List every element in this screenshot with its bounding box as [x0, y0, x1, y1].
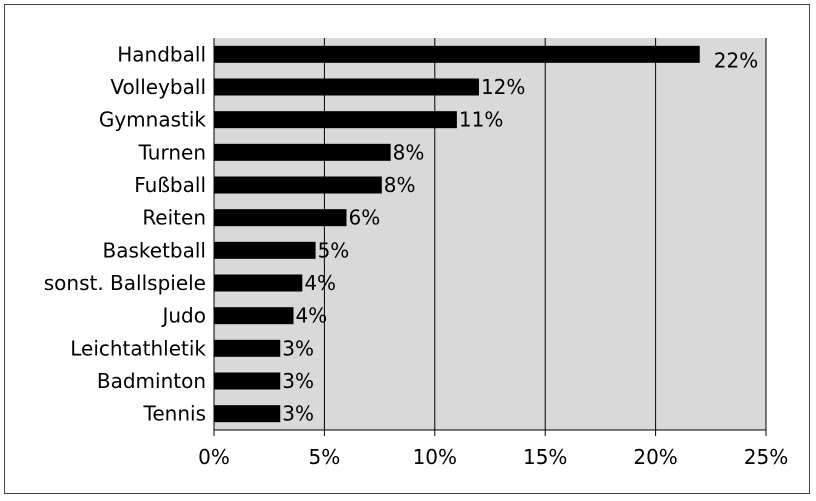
bar-tennis: [214, 405, 280, 422]
data-label-reiten: 6%: [348, 206, 380, 230]
bar-sonst-ballspiele: [214, 275, 302, 292]
bar-leichtathletik: [214, 340, 280, 357]
data-label-fussball: 8%: [384, 173, 416, 197]
category-label-judo: Judo: [160, 304, 206, 328]
data-label-judo: 4%: [295, 304, 327, 328]
x-tick-label-25pct: 25%: [744, 445, 788, 469]
bar-judo: [214, 307, 293, 324]
x-tick-label-15pct: 15%: [523, 445, 567, 469]
category-label-leichtathletik: Leichtathletik: [70, 336, 206, 360]
bar-badminton: [214, 373, 280, 390]
bar-volleyball: [214, 79, 479, 96]
category-label-basketball: Basketball: [103, 238, 206, 262]
category-label-fussball: Fußball: [134, 173, 206, 197]
data-label-basketball: 5%: [318, 238, 350, 262]
bar-gymnastik: [214, 111, 457, 128]
bar-basketball: [214, 242, 316, 259]
category-label-handball: Handball: [117, 42, 206, 66]
x-tick-label-10pct: 10%: [413, 445, 457, 469]
data-label-gymnastik: 11%: [459, 108, 503, 132]
x-tick-label-20pct: 20%: [633, 445, 677, 469]
category-label-sonst-ballspiele: sonst. Ballspiele: [44, 271, 206, 295]
x-tick-label-0pct: 0%: [198, 445, 230, 469]
bar-reiten: [214, 209, 346, 226]
data-label-handball: 22%: [714, 48, 758, 72]
bar-chart: Handball Volleyball Gymnastik Turnen Fußball…: [5, 5, 811, 495]
category-label-gymnastik: Gymnastik: [99, 108, 207, 132]
chart-frame: Handball Volleyball Gymnastik Turnen Fußball…: [4, 4, 810, 494]
x-tick-label-5pct: 5%: [309, 445, 341, 469]
bar-handball: [214, 46, 700, 63]
category-label-reiten: Reiten: [142, 206, 206, 230]
category-label-badminton: Badminton: [97, 369, 206, 393]
category-label-turnen: Turnen: [138, 140, 206, 164]
data-label-sonst-ballspiele: 4%: [304, 271, 336, 295]
data-label-volleyball: 12%: [481, 75, 525, 99]
category-label-volleyball: Volleyball: [110, 75, 206, 99]
category-labels: Handball Volleyball Gymnastik Turnen Fußball…: [44, 42, 207, 425]
category-label-tennis: Tennis: [143, 402, 206, 426]
data-label-turnen: 8%: [393, 140, 425, 164]
data-label-tennis: 3%: [282, 402, 314, 426]
data-label-badminton: 3%: [282, 369, 314, 393]
bar-turnen: [214, 144, 391, 161]
data-label-leichtathletik: 3%: [282, 336, 314, 360]
bar-fussball: [214, 177, 382, 194]
